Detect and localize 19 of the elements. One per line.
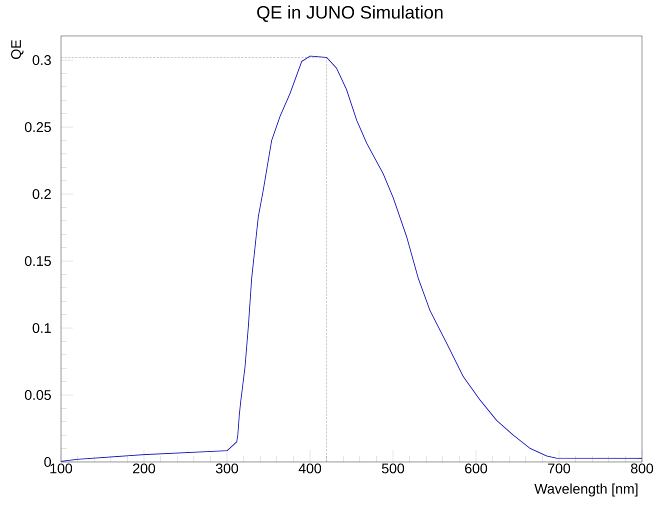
x-tick-label: 100 [50, 463, 72, 474]
y-tick-label: 0.1 [32, 323, 51, 333]
x-tick-label: 800 [630, 463, 654, 474]
y-tick-label: 0 [44, 457, 51, 467]
y-tick-label: 0.05 [24, 390, 51, 400]
y-tick-label: 0.25 [24, 122, 51, 132]
y-axis-title: QE [11, 40, 24, 59]
y-tick-label: 0.2 [32, 189, 51, 199]
chart-title: QE in JUNO Simulation [257, 6, 442, 22]
x-tick-label: 300 [216, 463, 238, 474]
y-tick-label: 0.3 [32, 55, 51, 66]
x-tick-label: 200 [133, 463, 156, 474]
y-tick-label: 0.15 [24, 256, 51, 266]
x-axis-title: Wavelength [nm] [534, 484, 638, 496]
x-tick-label: 400 [298, 463, 322, 474]
x-tick-label: 600 [465, 463, 488, 474]
x-tick-label: 500 [382, 463, 404, 474]
x-tick-label: 700 [548, 463, 570, 474]
line-series [61, 56, 642, 462]
